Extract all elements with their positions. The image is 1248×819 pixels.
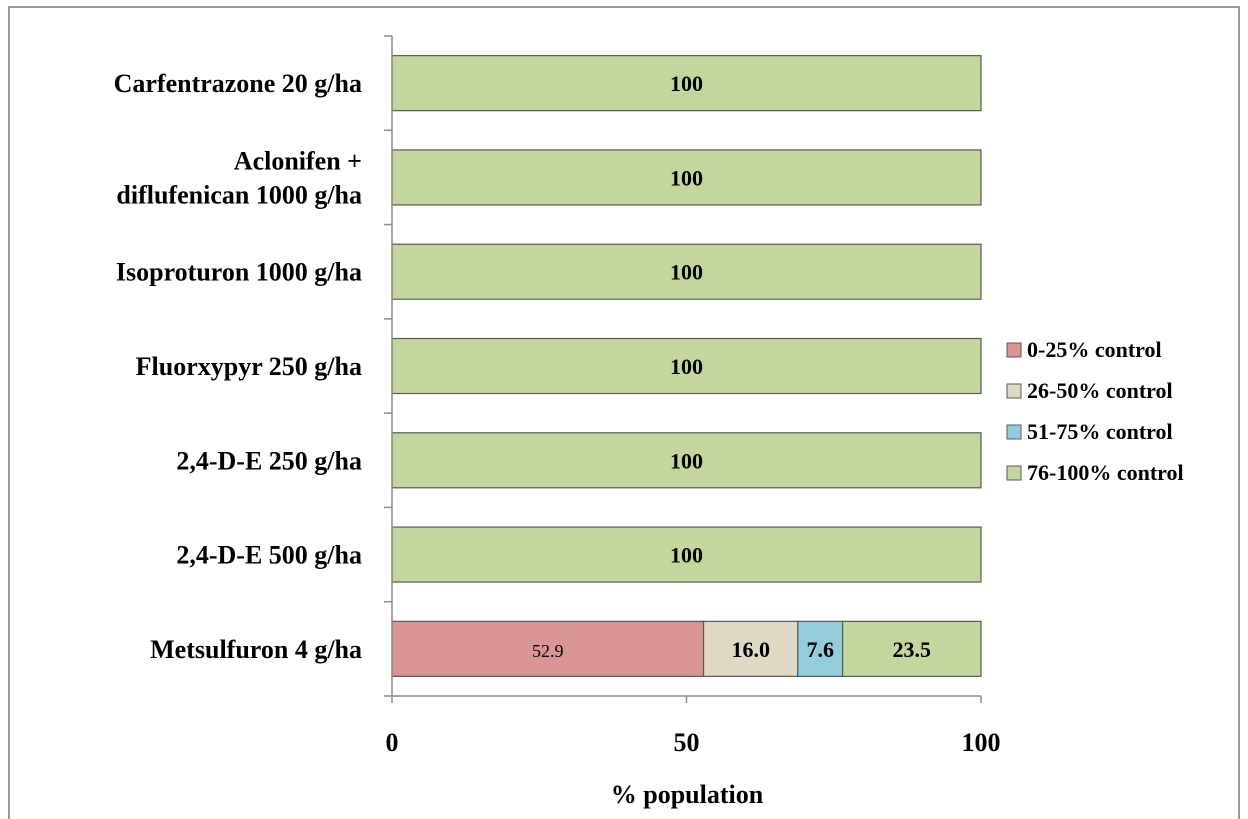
category-label: Carfentrazone 20 g/ha xyxy=(114,69,362,98)
bar-segment xyxy=(391,337,982,395)
bar-segment xyxy=(841,620,982,677)
data-label: 23.5 xyxy=(893,637,932,662)
bars-group: 100 100 100 100 100 100 52.9 16.0 7.6 23.5 xyxy=(391,55,982,677)
legend-swatch xyxy=(1006,424,1022,440)
chart-frame: 100 100 100 100 100 100 52.9 16.0 7.6 23.5 Carfen… xyxy=(8,6,1240,819)
category-label: Fluorxypyr 250 g/ha xyxy=(136,352,362,381)
bar-segment xyxy=(391,55,982,112)
legend-label: 0-25% control xyxy=(1027,337,1162,362)
data-label: 100 xyxy=(670,448,703,473)
legend-swatch xyxy=(1006,465,1022,481)
category-label: 2,4-D-E 250 g/ha xyxy=(176,446,362,475)
bar-segment xyxy=(391,526,982,583)
legend-label: 76-100% control xyxy=(1027,460,1184,485)
data-label: 100 xyxy=(670,354,703,379)
axes-group xyxy=(384,35,982,703)
legend-label: 51-75% control xyxy=(1027,419,1173,444)
data-label: 7.6 xyxy=(806,637,834,662)
data-label: 100 xyxy=(670,165,703,190)
legend-label: 26-50% control xyxy=(1027,378,1173,403)
data-label: 52.9 xyxy=(532,641,564,661)
bar-segment xyxy=(391,149,982,206)
category-labels-group: Carfentrazone 20 g/ha Aclonifen + diflufen… xyxy=(114,69,362,664)
data-label: 16.0 xyxy=(731,637,770,662)
x-tick-label: 50 xyxy=(674,728,700,757)
category-label: 2,4-D-E 500 g/ha xyxy=(176,541,362,570)
data-label: 100 xyxy=(670,543,703,568)
stacked-bar-chart: 100 100 100 100 100 100 52.9 16.0 7.6 23.5 Carfen… xyxy=(114,35,1184,809)
legend-swatch xyxy=(1006,383,1022,399)
bar-segment xyxy=(391,432,982,489)
bar-segment xyxy=(797,620,844,677)
x-axis-title: % population xyxy=(611,780,764,809)
bar-segment xyxy=(391,620,705,677)
legend: 0-25% control 26-50% control 51-75% contro… xyxy=(1006,337,1184,485)
category-label: diflufenican 1000 g/ha xyxy=(116,180,362,209)
category-label: Metsulfuron 4 g/ha xyxy=(150,635,362,664)
bar-segment xyxy=(702,620,799,677)
x-tick-label: 100 xyxy=(962,728,1001,757)
bar-segment xyxy=(391,243,982,300)
x-tick-labels-group: 0 50 100 xyxy=(386,728,1001,757)
legend-swatch xyxy=(1006,342,1022,358)
category-label: Isoproturon 1000 g/ha xyxy=(116,258,362,287)
data-label: 100 xyxy=(670,260,703,285)
x-tick-label: 0 xyxy=(386,728,399,757)
category-label: Aclonifen + xyxy=(234,146,362,175)
data-label: 100 xyxy=(670,71,703,96)
